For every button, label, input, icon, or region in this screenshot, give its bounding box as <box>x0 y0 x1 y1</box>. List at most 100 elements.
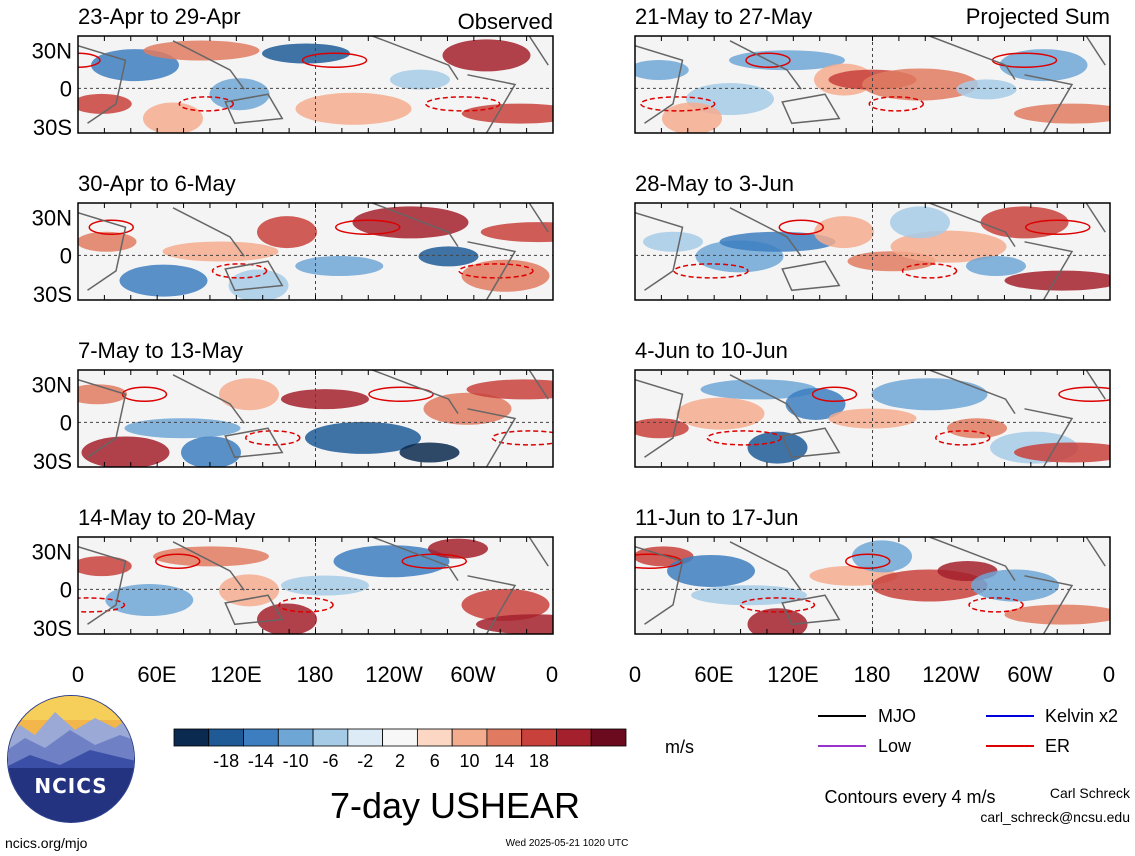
er-contour <box>78 52 101 68</box>
colorbar-swatch <box>277 728 314 747</box>
shear-anomaly-shading <box>476 614 553 634</box>
shear-anomaly-shading <box>947 418 1007 439</box>
lon-label: 0 <box>1103 662 1115 687</box>
shear-anomaly-shading <box>143 102 203 133</box>
er-contour <box>1058 386 1110 402</box>
shear-anomaly-shading <box>81 436 170 467</box>
shear-anomaly-shading <box>956 79 1017 100</box>
lon-label: 120W <box>365 662 423 687</box>
lon-label: 180 <box>297 662 334 687</box>
er-contour <box>121 386 168 402</box>
map-panel: 11-Jun to 17-Jun <box>634 505 1111 635</box>
shear-anomaly-shading <box>890 230 1007 263</box>
shear-anomaly-shading <box>181 436 241 467</box>
colorbar-tick-label: 18 <box>529 751 549 771</box>
shear-anomaly-shading <box>153 546 269 567</box>
shear-anomaly-shading <box>890 206 950 239</box>
shear-anomaly-shading <box>295 92 412 125</box>
lat-label: 30N <box>32 39 72 64</box>
continent-outline <box>78 203 549 300</box>
shear-anomaly-shading <box>871 378 988 411</box>
lat-label: 0 <box>60 410 72 435</box>
er-contour <box>178 96 234 112</box>
panel-period-title: 23-Apr to 29-Apr <box>78 4 241 29</box>
shear-anomaly-shading <box>281 575 369 596</box>
colorbar-swatch <box>451 728 488 747</box>
shear-anomaly-shading <box>814 216 874 249</box>
shear-anomaly-shading <box>785 387 846 420</box>
er-contour <box>901 263 958 279</box>
colorbar-swatch <box>173 728 210 747</box>
er-contour <box>745 52 791 68</box>
lon-label: 60W <box>450 662 495 687</box>
panel-period-title: 30-Apr to 6-May <box>78 171 236 196</box>
legend-label-kelvin: Kelvin x2 <box>1045 706 1118 726</box>
shear-anomaly-shading <box>105 584 194 617</box>
continent-outline <box>635 537 1106 634</box>
map-panel: 4-Jun to 10-Jun <box>634 338 1111 468</box>
colorbar-tick-label: -10 <box>283 751 309 771</box>
continent-outline <box>78 36 549 133</box>
shear-anomaly-shading <box>162 241 279 262</box>
shear-anomaly-shading <box>390 69 450 90</box>
colorbar-tick-label: -18 <box>213 751 239 771</box>
er-contour <box>301 52 368 68</box>
colorbar-swatch <box>243 728 279 747</box>
shear-anomaly-shading <box>1014 442 1110 463</box>
er-contour <box>458 263 534 279</box>
colorbar-swatch <box>486 728 523 747</box>
colorbar-tick-label: -14 <box>248 751 274 771</box>
colorbar-swatch <box>208 728 244 747</box>
lon-axis-left: 0 60E 120E 180 120W 60W 0 <box>72 662 558 687</box>
main-title: 7-day USHEAR <box>330 785 580 826</box>
panel-period-title: 21-May to 27-May <box>635 4 812 29</box>
lat-label: 30N <box>32 206 72 231</box>
er-contour <box>335 219 401 235</box>
er-contour <box>845 553 891 569</box>
shear-anomaly-shading <box>747 608 808 634</box>
ncics-logo: NCICS <box>7 695 135 823</box>
shear-anomaly-shading <box>862 68 978 101</box>
observed-column-label: Observed <box>458 9 553 34</box>
shear-anomaly-shading <box>257 216 317 249</box>
shear-anomaly-shading <box>209 78 270 111</box>
shear-anomaly-shading <box>219 574 279 607</box>
continent-outline <box>635 370 1106 467</box>
shear-anomaly-shading <box>461 588 550 621</box>
lat-label: 30S <box>33 282 72 307</box>
shear-anomaly-shading <box>257 603 317 634</box>
shear-anomaly-shading <box>143 40 260 61</box>
lon-label: 120W <box>922 662 980 687</box>
continent-outline <box>635 203 1106 300</box>
lat-label: 30S <box>33 449 72 474</box>
er-contour <box>368 386 434 402</box>
website-link[interactable]: ncics.org/mjo <box>5 835 88 851</box>
shear-anomaly-shading <box>466 379 553 400</box>
lat-label: 30N <box>32 540 72 565</box>
colorbar-tick-label: -2 <box>357 751 373 771</box>
shear-anomaly-shading <box>124 418 241 439</box>
lat-label: 0 <box>60 76 72 101</box>
er-contour <box>935 430 991 446</box>
logo-text: NCICS <box>34 774 107 798</box>
continent-outline <box>78 370 549 467</box>
er-contour <box>706 430 782 446</box>
colorbar-units: m/s <box>665 737 694 757</box>
er-contour <box>78 597 126 613</box>
shear-anomaly-shading <box>352 206 469 239</box>
er-contour <box>401 553 467 569</box>
map-panel: 28-May to 3-Jun <box>634 171 1111 301</box>
colorbar-tick-label: 14 <box>494 751 514 771</box>
shear-anomaly-shading <box>262 43 350 64</box>
contour-legend: MJO Kelvin x2 Low ER <box>818 706 1118 756</box>
panel-period-title: 28-May to 3-Jun <box>635 171 794 196</box>
shear-anomaly-shading <box>480 222 553 243</box>
er-contour <box>778 219 824 235</box>
shear-anomaly-shading <box>399 442 460 463</box>
shear-anomaly-shading <box>305 421 421 454</box>
map-panel: 21-May to 27-May <box>634 4 1111 134</box>
shear-anomaly-shading <box>966 256 1026 277</box>
